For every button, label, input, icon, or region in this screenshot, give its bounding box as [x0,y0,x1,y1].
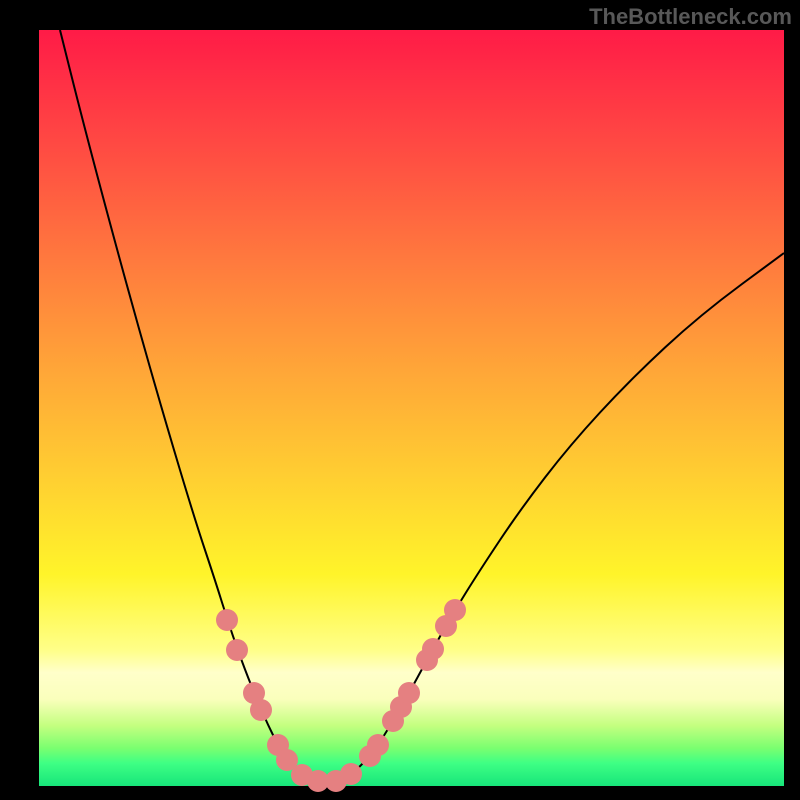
curve-marker [398,682,420,704]
curve-marker [216,609,238,631]
curve-marker [444,599,466,621]
curve-marker [250,699,272,721]
curve-marker [422,638,444,660]
watermark-text: TheBottleneck.com [589,4,792,30]
curve-marker [367,734,389,756]
bottleneck-chart [0,0,800,800]
curve-marker [340,763,362,785]
chart-svg [0,0,800,800]
curve-marker [226,639,248,661]
plot-background [39,30,784,786]
